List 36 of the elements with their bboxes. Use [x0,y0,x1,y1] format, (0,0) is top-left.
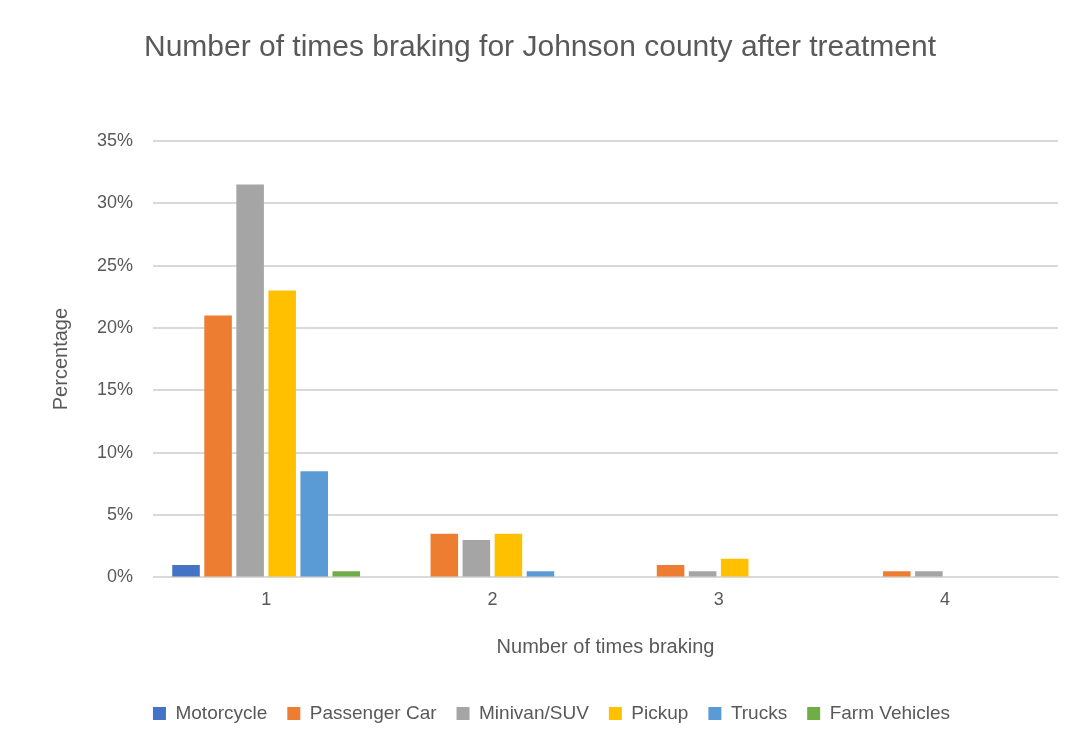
bar [462,539,491,577]
bar [268,290,296,577]
y-tick-label: 5% [107,504,134,524]
x-tick-label: 2 [487,589,498,610]
chart-title: Number of times braking for Johnson county after treatment [142,28,937,64]
bar [656,564,685,577]
bar [430,533,459,577]
y-tick-label: 10% [97,441,134,462]
y-tick-label: 30% [97,192,134,213]
legend-label: Farm Vehicles [829,701,951,723]
bar [236,184,264,577]
bar [300,471,329,577]
y-tick-label: 20% [97,316,134,337]
y-axis-title: Percentage [48,307,71,411]
x-tick-label: 4 [939,589,950,610]
bar [915,571,943,577]
x-axis-title: Number of times braking [496,634,715,657]
bar [204,315,232,577]
legend-label: Trucks [730,701,788,723]
bar [883,571,911,577]
bar [526,571,555,577]
legend-label: Motorcycle [175,701,268,723]
y-tick-label: 0% [107,566,134,587]
legend-label: Passenger Car [309,701,438,723]
bar [720,558,749,577]
bar [688,571,717,577]
y-tick-label: 35% [97,129,134,150]
x-tick-label: 1 [261,589,272,610]
bar [172,564,200,577]
bar [494,533,523,577]
bar [332,571,361,577]
x-tick-label: 3 [713,589,724,610]
legend-label: Pickup [631,701,689,723]
y-tick-label: 25% [97,254,134,275]
y-tick-label: 15% [97,379,134,400]
legend-label: Minivan/SUV [479,701,590,723]
